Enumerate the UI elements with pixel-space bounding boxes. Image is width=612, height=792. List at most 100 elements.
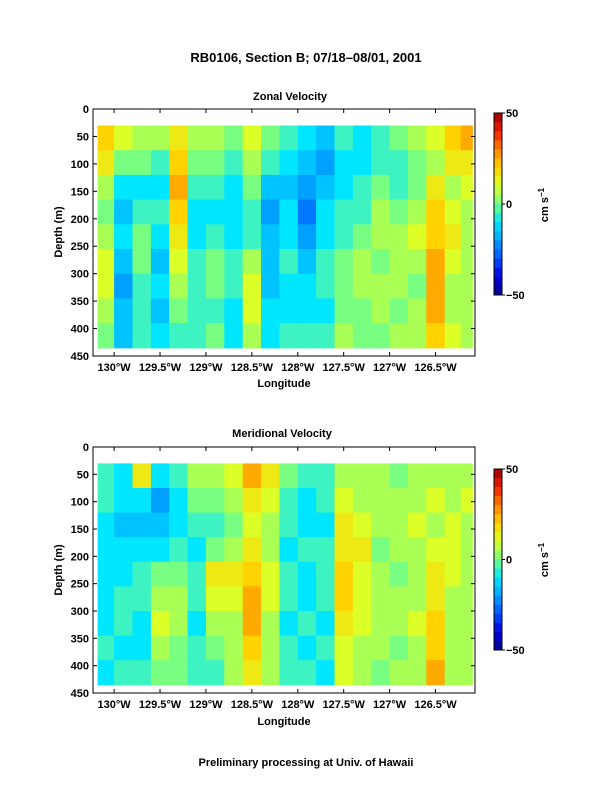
colorbar-segment xyxy=(494,550,502,560)
heatmap-cell xyxy=(426,488,446,514)
heatmap-cell xyxy=(460,611,473,637)
heatmap-cell xyxy=(460,249,473,275)
heatmap-cell xyxy=(316,224,336,250)
heatmap-cell xyxy=(261,125,280,151)
heatmap-cell xyxy=(352,249,372,275)
heatmap-cell xyxy=(408,512,427,538)
heatmap-cell xyxy=(316,150,336,176)
heatmap-cell xyxy=(97,488,115,514)
heatmap-cell xyxy=(261,174,280,201)
heatmap-cell xyxy=(444,488,462,514)
colorbar-tick-label: 0 xyxy=(506,199,512,211)
heatmap-cell xyxy=(460,174,473,201)
heatmap-cell xyxy=(297,323,317,349)
heatmap-cell xyxy=(132,323,152,349)
x-tick-label: 126.5°W xyxy=(414,699,457,711)
heatmap-cell xyxy=(132,660,152,686)
heatmap-cell xyxy=(371,512,391,538)
heatmap-cell xyxy=(169,150,189,176)
heatmap-cell xyxy=(187,273,207,299)
heatmap-cell xyxy=(316,273,336,299)
heatmap-cell xyxy=(334,537,354,563)
heatmap-cell xyxy=(150,273,170,299)
heatmap-cell xyxy=(408,199,427,225)
heatmap-cell xyxy=(169,660,189,686)
heatmap-cell xyxy=(389,298,409,324)
heatmap-cell xyxy=(297,488,317,514)
heatmap-cell xyxy=(279,199,299,225)
heatmap-cell xyxy=(150,150,170,176)
heatmap-cell xyxy=(114,635,134,661)
heatmap-cell xyxy=(169,323,189,349)
heatmap-cell xyxy=(205,660,225,686)
colorbar-label-exponent: −1 xyxy=(537,542,546,552)
heatmap-cell xyxy=(242,298,262,324)
heatmap-cell xyxy=(242,561,262,587)
heatmap-cell xyxy=(279,150,299,176)
colorbar-segment xyxy=(494,478,502,488)
heatmap-cell xyxy=(132,249,152,275)
x-tick-label: 129.5°W xyxy=(139,699,182,711)
heatmap-cell xyxy=(460,463,473,489)
heatmap-cell xyxy=(444,125,462,151)
heatmap-cell xyxy=(242,611,262,637)
heatmap-cell xyxy=(205,512,225,538)
heatmap-cell xyxy=(132,635,152,661)
heatmap-cell xyxy=(224,323,244,349)
heatmap-cell xyxy=(187,537,207,563)
heatmap-cell xyxy=(334,174,354,201)
heatmap-cell xyxy=(224,150,244,176)
heatmap-cell xyxy=(408,561,427,587)
heatmap-cell xyxy=(371,150,391,176)
colorbar-segment xyxy=(494,640,502,651)
y-tick-label: 250 xyxy=(71,241,89,253)
heatmap-cell xyxy=(444,298,462,324)
heatmap-cell xyxy=(426,249,446,275)
heatmap-cell xyxy=(97,298,115,324)
heatmap-cell xyxy=(426,512,446,538)
heatmap-cell xyxy=(242,174,262,201)
heatmap-cell xyxy=(114,660,134,686)
heatmap-cell xyxy=(316,125,336,151)
heatmap-cell xyxy=(460,635,473,661)
heatmap-cell xyxy=(352,586,372,612)
heatmap-cell xyxy=(150,298,170,324)
heatmap-cell xyxy=(444,463,462,489)
heatmap-cell xyxy=(460,561,473,587)
heatmap-cell xyxy=(316,298,336,324)
heatmap-cell xyxy=(242,249,262,275)
colorbar-segment xyxy=(494,249,502,259)
colorbar-segment xyxy=(494,222,502,232)
heatmap-cell xyxy=(444,635,462,661)
heatmap-cell xyxy=(389,174,409,201)
heatmap-cell xyxy=(408,150,427,176)
heatmap-cell xyxy=(389,224,409,250)
heatmap-cell xyxy=(460,586,473,612)
heatmap-cell xyxy=(444,273,462,299)
heatmap-cell xyxy=(408,224,427,250)
colorbar-segment xyxy=(494,487,502,497)
heatmap-cell xyxy=(242,635,262,661)
x-tick-label: 129°W xyxy=(189,699,223,711)
colorbar-tick-label: 50 xyxy=(506,108,518,120)
heatmap-cell xyxy=(371,586,391,612)
heatmap-cell xyxy=(316,512,336,538)
heatmap-cell xyxy=(205,224,225,250)
heatmap-cell xyxy=(279,249,299,275)
zonal-velocity-panel: Zonal Velocity Depth (m) Longitude cm s−… xyxy=(53,91,551,390)
heatmap-cell xyxy=(334,323,354,349)
heatmap-cell xyxy=(297,199,317,225)
heatmap-cell xyxy=(426,273,446,299)
y-tick-label: 50 xyxy=(77,469,89,481)
heatmap-cell xyxy=(316,199,336,225)
heatmap-cell xyxy=(279,463,299,489)
heatmap-cell xyxy=(205,174,225,201)
heatmap-cell xyxy=(187,660,207,686)
heatmap-cell xyxy=(279,561,299,587)
heatmap-cell xyxy=(261,586,280,612)
y-tick-label: 300 xyxy=(71,269,89,281)
heatmap-cell xyxy=(242,224,262,250)
heatmap-cell xyxy=(205,561,225,587)
heatmap-cell xyxy=(169,273,189,299)
heatmap-cell xyxy=(316,561,336,587)
